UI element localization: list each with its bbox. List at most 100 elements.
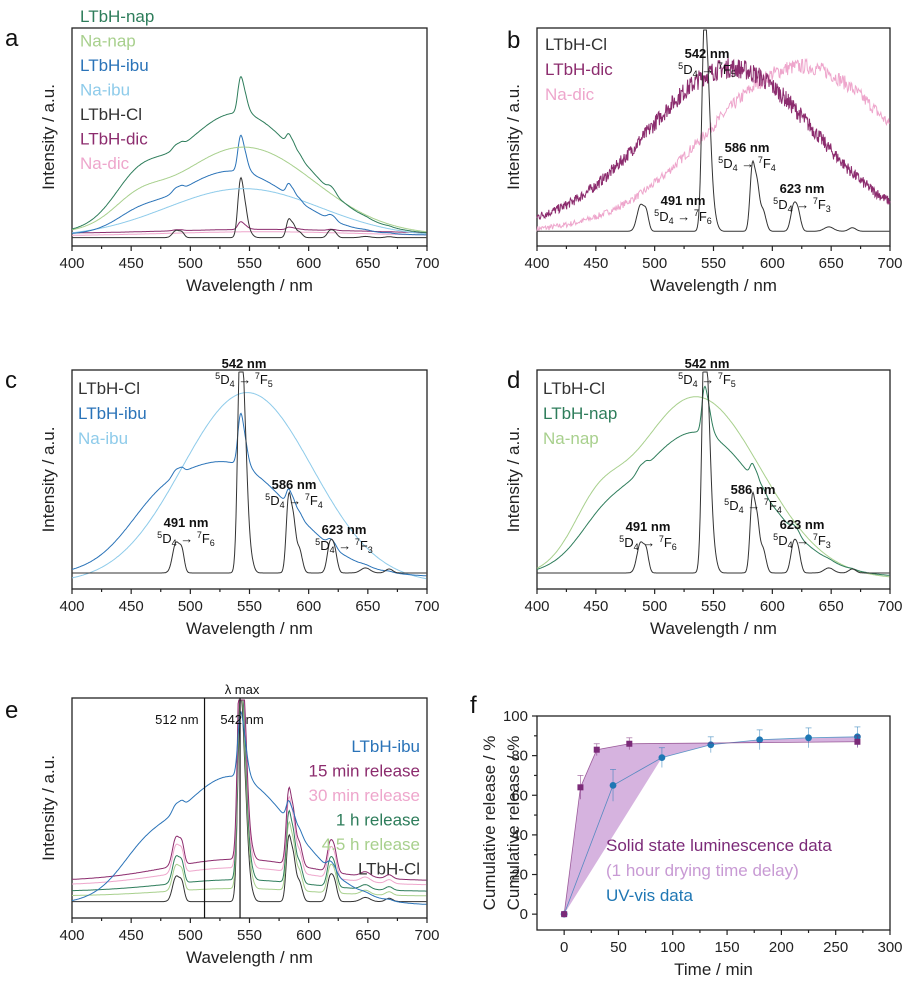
transition-part: 5 [773, 532, 778, 542]
legend-entry: LTbH-ibu [78, 404, 147, 423]
x-tick-label: 550 [237, 255, 262, 272]
vline-label: 542 nm [220, 712, 263, 727]
x-axis: 400 450 500 550 600 650 700 [59, 246, 440, 272]
transition-part: 5 [773, 196, 778, 206]
x-tick-label: 550 [701, 255, 726, 272]
transition-part: 7 [764, 497, 769, 507]
transition-part: 4 [634, 542, 639, 552]
transition-part: 5 [215, 371, 220, 381]
peak-wavelength: 623 nm [780, 517, 825, 532]
transition-part: → [674, 209, 694, 224]
y-axis-label: Intensity / a.u. [504, 427, 523, 533]
x-axis-label: Wavelength / nm [650, 276, 777, 295]
peak-wavelength: 491 nm [661, 193, 706, 208]
series-LTbH-Cl [72, 176, 427, 239]
transition-label: 5D4 → 7F4 [265, 492, 323, 510]
panel-c: c 400 450 500 550 600 650 700 Wavelength / nm Int… [5, 356, 440, 638]
x-tick-label: 250 [823, 939, 848, 956]
transition-part: 6 [672, 542, 677, 552]
transition-part: 4 [330, 545, 335, 555]
transition-part: 4 [230, 379, 235, 389]
x-tick-label: 650 [355, 255, 380, 272]
legend-entry: LTbH-Cl [358, 860, 420, 879]
transition-part: 5 [718, 155, 723, 165]
legend-entry: LTbH-ibu [80, 56, 149, 75]
transition-part: F [818, 197, 826, 212]
x-tick-label: 600 [760, 255, 785, 272]
transition-part: 5 [731, 69, 736, 79]
series-4.5h [72, 699, 427, 897]
legend-entry: 15 min release [308, 762, 420, 781]
x-tick-label: 600 [296, 927, 321, 944]
transition-label: 5D4 → 7F6 [619, 534, 677, 552]
legend-entry: 30 min release [308, 786, 420, 805]
transition-part: F [360, 538, 368, 553]
transition-label: 5D4 → 7F4 [718, 155, 776, 173]
vline-label: 512 nm [155, 712, 198, 727]
x-tick-label: 400 [59, 927, 84, 944]
transition-part: 7 [305, 492, 310, 502]
series-Na-ibu [71, 392, 427, 580]
transition-part: 5 [265, 492, 270, 502]
legend: LTbH-ibu 15 min release 30 min release 1 h … [308, 737, 420, 879]
transition-part: 3 [826, 204, 831, 214]
legend: LTbH-Cl LTbH-ibu Na-ibu [78, 379, 147, 448]
transition-label: 5D4 → 7F3 [773, 196, 831, 214]
transition-part: → [738, 156, 758, 171]
transition-part: D [778, 197, 787, 212]
series-LTbH-Cl [537, 29, 890, 232]
transition-part: 7 [718, 371, 723, 381]
transition-part: 7 [659, 534, 664, 544]
data-point [658, 754, 666, 762]
y-tick-label: 20 [511, 867, 528, 884]
x-tick-label: 500 [178, 598, 203, 615]
x-tick-label: 650 [355, 927, 380, 944]
series-Na-ibu [71, 188, 427, 235]
transition-part: D [220, 372, 229, 387]
panel-letter: a [5, 25, 19, 52]
data-point [561, 911, 568, 918]
series-LTbH-nap [71, 75, 427, 234]
series-LTbH-Cl [537, 371, 890, 574]
x-tick-label: 700 [414, 598, 439, 615]
peak-wavelength: 542 nm [685, 356, 730, 371]
peak-wavelength: 586 nm [731, 482, 776, 497]
series-LTbH-Cl [72, 371, 427, 574]
transition-part: F [664, 535, 672, 550]
transition-part: F [818, 533, 826, 548]
transition-part: 4 [669, 216, 674, 226]
x-axis-label: Wavelength / nm [186, 276, 313, 295]
x-tick-label: 650 [819, 598, 844, 615]
transition-part: 4 [693, 69, 698, 79]
transition-label: 5D4 → 7F6 [157, 530, 215, 548]
transition-part: D [624, 535, 633, 550]
transition-part: F [202, 531, 210, 546]
x-tick-label: 400 [524, 255, 549, 272]
plot-frame [71, 369, 428, 590]
legend-entry: LTbH-ibu [351, 737, 420, 756]
y-axis-label: Intensity / a.u. [39, 755, 58, 861]
y-tick-label: 80 [511, 748, 528, 765]
transition-part: D [659, 209, 668, 224]
transition-part: → [744, 498, 764, 513]
x-axis: 400 450 500 550 600 650 700 [59, 918, 440, 944]
transition-part: 7 [813, 532, 818, 542]
series-LTbH-nap [536, 385, 890, 576]
transition-label: 5D4 → 7F5 [678, 61, 736, 79]
transition-part: → [793, 197, 813, 212]
series-1h [72, 699, 427, 892]
shaded-delay-region [564, 736, 858, 915]
transition-part: 5 [731, 379, 736, 389]
transition-part: F [769, 498, 777, 513]
x-tick-label: 550 [701, 598, 726, 615]
transition-part: → [698, 372, 718, 387]
legend-entry: LTbH-Cl [78, 379, 140, 398]
transition-part: 5 [678, 61, 683, 71]
data-point [756, 736, 764, 744]
transition-part: 4 [739, 505, 744, 515]
